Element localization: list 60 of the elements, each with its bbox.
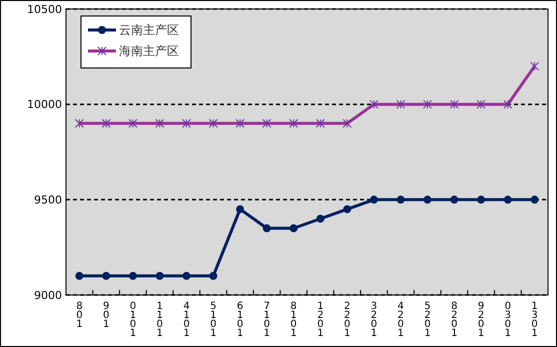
x-tick-label: 8101 xyxy=(290,301,297,339)
point xyxy=(208,118,218,128)
point xyxy=(477,196,486,204)
x-tick-label: 5201 xyxy=(424,301,431,339)
x-tick-label: 0301 xyxy=(504,301,512,339)
point xyxy=(503,100,512,109)
y-tick-label: 10000 xyxy=(27,98,62,112)
x-tick-label: 6101 xyxy=(236,301,244,339)
x-tick-label: 01 0 1 xyxy=(130,301,136,339)
x-tick-label: 1201 xyxy=(317,301,324,339)
point xyxy=(316,214,324,223)
point xyxy=(74,118,84,128)
legend-label: 海南主产区 xyxy=(119,44,179,58)
point xyxy=(102,118,111,128)
point xyxy=(182,118,191,128)
x-tick-label: 2201 xyxy=(344,301,350,339)
point xyxy=(236,118,245,128)
point xyxy=(396,100,406,109)
point xyxy=(209,272,218,280)
y-tick-label: 9500 xyxy=(34,194,62,207)
point xyxy=(75,272,84,280)
y-tick-label: 10500 xyxy=(27,2,62,16)
x-tick-label: 5101 xyxy=(210,301,216,339)
point xyxy=(236,205,244,214)
point xyxy=(182,272,190,280)
x-tick-label: 9 01 xyxy=(102,301,110,330)
point xyxy=(155,118,164,128)
point xyxy=(156,272,164,280)
point xyxy=(370,196,378,204)
legend-label: 云南主产区 xyxy=(119,23,179,38)
x-tick-label: 4101 xyxy=(183,301,190,339)
point xyxy=(476,100,486,109)
point xyxy=(369,100,378,109)
point xyxy=(342,118,352,128)
x-tick-label: 1301 xyxy=(531,301,538,339)
x-tick-label: 1101 xyxy=(156,301,163,339)
x-tick-label: 8201 xyxy=(451,301,458,339)
point xyxy=(424,196,432,204)
point xyxy=(290,224,298,232)
x-tick-label: 801 xyxy=(76,301,83,330)
x-tick-label: 9201 xyxy=(478,301,484,339)
x-tick-label: 7101 xyxy=(264,301,270,339)
point xyxy=(396,196,405,204)
point xyxy=(128,118,138,128)
point xyxy=(289,118,298,128)
x-tick-label: 4201 xyxy=(398,301,404,339)
y-tick-label: 9000 xyxy=(34,288,62,302)
point xyxy=(262,118,272,128)
x-tick-label: 3201 xyxy=(370,301,378,339)
point xyxy=(262,224,271,232)
point xyxy=(530,196,539,204)
point xyxy=(450,100,459,109)
point xyxy=(450,196,458,204)
point xyxy=(530,62,540,71)
point xyxy=(504,196,512,204)
point xyxy=(102,272,110,280)
point xyxy=(128,272,137,280)
point xyxy=(423,100,432,109)
point xyxy=(316,118,325,128)
point xyxy=(343,205,352,214)
